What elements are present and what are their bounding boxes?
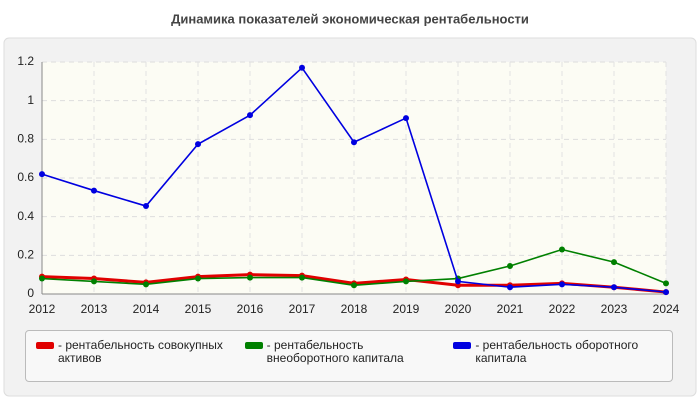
data-point	[299, 274, 305, 281]
legend-label: - рентабельность внеоборотного капитала	[266, 338, 404, 365]
x-tick-label: 2019	[393, 302, 420, 316]
x-tick-label: 2017	[289, 302, 316, 316]
legend-label: - рентабельность совокупных активов	[58, 338, 223, 365]
data-point	[299, 64, 305, 71]
data-point	[143, 281, 149, 288]
data-point	[663, 289, 669, 296]
data-point	[663, 280, 669, 287]
data-point	[91, 278, 97, 285]
data-point	[611, 284, 617, 291]
chart-title: Динамика показателей экономическая рента…	[171, 11, 529, 26]
y-tick-label: 0.8	[17, 132, 34, 146]
data-point	[611, 259, 617, 266]
y-tick-label: 1.2	[17, 54, 34, 68]
y-tick-label: 0.4	[17, 209, 34, 223]
legend-item: - рентабельность внеоборотного капитала	[244, 338, 454, 373]
legend-label: - рентабельность оборотного капитала	[475, 338, 639, 365]
data-point	[403, 278, 409, 285]
x-tick-label: 2024	[653, 302, 680, 316]
data-point	[507, 262, 513, 269]
data-point	[195, 141, 201, 148]
data-point	[39, 275, 45, 282]
legend-item: - рентабельность оборотного капитала	[453, 339, 662, 373]
legend-item: - рентабельность совокупных активов	[36, 339, 245, 373]
x-tick-label: 2022	[549, 302, 576, 316]
data-point	[351, 139, 357, 146]
data-point	[403, 115, 409, 122]
data-point	[455, 278, 461, 285]
data-point	[507, 284, 513, 291]
data-point	[195, 275, 201, 282]
y-tick-label: 1	[27, 93, 34, 107]
y-tick-label: 0.6	[17, 170, 34, 184]
data-point	[247, 274, 253, 281]
legend: - рентабельность совокупных активов - рен…	[25, 330, 673, 382]
data-point	[39, 171, 45, 178]
data-point	[247, 112, 253, 119]
x-tick-label: 2021	[497, 302, 524, 316]
y-tick-label: 0	[27, 286, 34, 300]
legend-swatch	[36, 342, 54, 349]
x-tick-label: 2014	[133, 302, 160, 316]
y-tick-label: 0.2	[17, 248, 34, 262]
data-point	[351, 282, 357, 289]
legend-swatch	[244, 342, 263, 349]
data-point	[91, 187, 97, 194]
x-tick-label: 2016	[237, 302, 264, 316]
data-point	[559, 246, 565, 253]
x-tick-label: 2023	[601, 302, 628, 316]
x-tick-label: 2020	[445, 302, 472, 316]
data-point	[559, 281, 565, 288]
x-tick-label: 2015	[185, 302, 212, 316]
legend-swatch	[453, 342, 472, 349]
x-tick-label: 2012	[29, 302, 56, 316]
x-tick-label: 2018	[341, 302, 368, 316]
data-point	[143, 203, 149, 210]
x-tick-label: 2013	[81, 302, 108, 316]
